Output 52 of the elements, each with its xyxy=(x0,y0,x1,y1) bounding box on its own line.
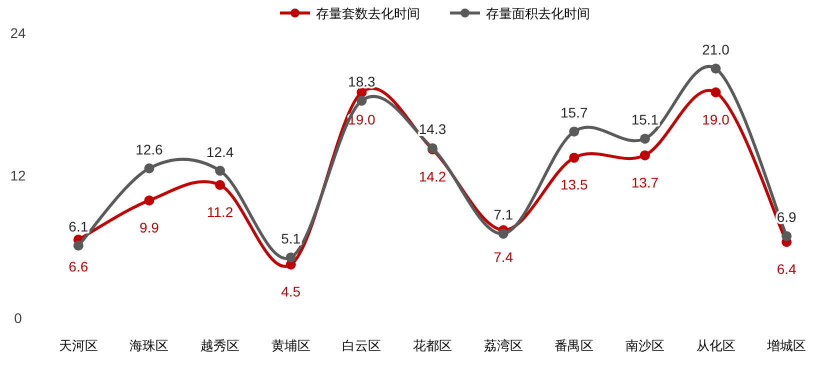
data-label: 7.1 xyxy=(494,206,514,223)
data-label: 15.1 xyxy=(631,112,659,128)
y-tick-label: 0 xyxy=(14,310,22,326)
point xyxy=(286,252,296,262)
data-label: 6.1 xyxy=(68,218,88,235)
x-tick-label: 番禺区 xyxy=(554,338,594,353)
point xyxy=(215,166,226,176)
data-label: 4.5 xyxy=(281,284,301,300)
data-label: 13.7 xyxy=(631,174,659,190)
data-label: 5.1 xyxy=(281,230,301,246)
point xyxy=(498,228,508,239)
x-tick-label: 增城区 xyxy=(766,338,806,353)
point xyxy=(144,163,154,174)
point xyxy=(710,64,721,74)
data-label: 21.0 xyxy=(702,42,730,58)
x-tick-label: 从化区 xyxy=(696,338,736,353)
data-label: 18.3 xyxy=(348,74,376,90)
legend-label: 存量套数去化时间 xyxy=(316,6,420,21)
data-label: 9.9 xyxy=(139,219,160,236)
point xyxy=(215,180,226,190)
data-label: 7.4 xyxy=(494,249,514,266)
data-label: 15.7 xyxy=(560,104,588,121)
data-label: 19.0 xyxy=(702,111,730,128)
point xyxy=(73,240,84,251)
data-label: 19.0 xyxy=(348,111,376,128)
x-tick-label: 花都区 xyxy=(413,338,452,353)
data-label: 6.4 xyxy=(776,261,797,277)
point xyxy=(640,134,650,144)
x-tick-label: 黄埔区 xyxy=(271,338,310,353)
point xyxy=(569,126,580,137)
data-label: 6.6 xyxy=(68,258,88,275)
point xyxy=(782,231,792,242)
point xyxy=(144,195,154,206)
y-tick-label: 24 xyxy=(10,25,26,41)
x-tick-label: 天河区 xyxy=(58,338,98,353)
x-tick-label: 越秀区 xyxy=(200,338,240,353)
x-tick-label: 白云区 xyxy=(342,338,382,353)
point xyxy=(640,150,650,160)
y-tick-label: 12 xyxy=(10,168,26,184)
data-label: 14.2 xyxy=(418,168,446,184)
x-tick-label: 南沙区 xyxy=(625,338,664,353)
x-tick-label: 荔湾区 xyxy=(484,338,523,353)
legend-label: 存量面积去化时间 xyxy=(486,6,590,21)
data-label: 12.6 xyxy=(136,141,164,158)
data-label: 13.5 xyxy=(560,176,588,193)
point xyxy=(710,87,721,98)
data-label: 12.4 xyxy=(206,144,234,160)
data-label: 14.3 xyxy=(418,121,446,138)
point xyxy=(356,96,367,106)
x-tick-label: 海珠区 xyxy=(130,338,169,353)
point xyxy=(569,152,580,163)
data-label: 11.2 xyxy=(206,204,234,220)
